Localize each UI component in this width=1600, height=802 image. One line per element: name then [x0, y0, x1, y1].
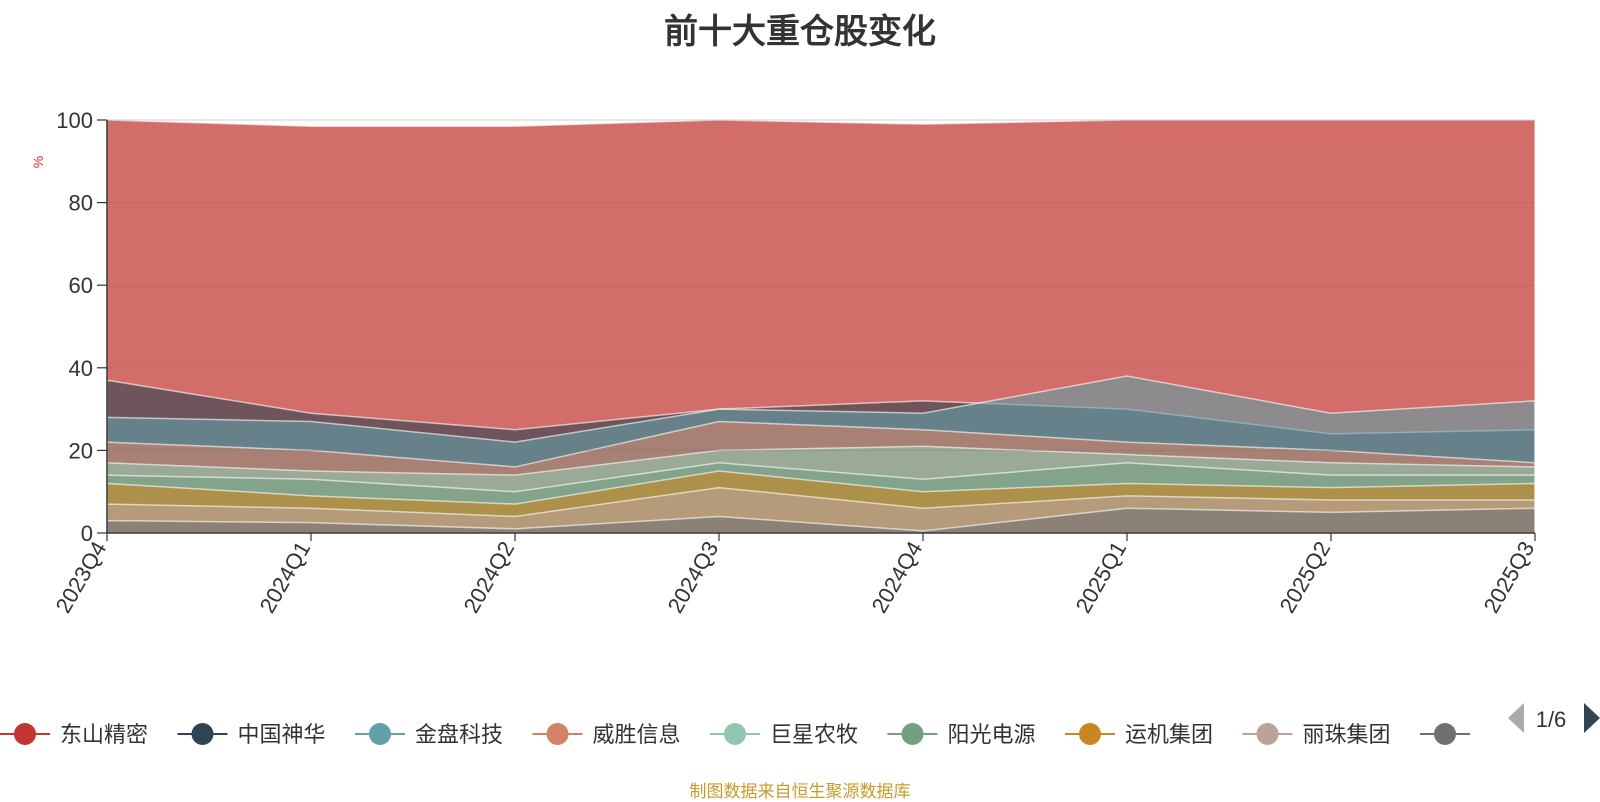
chart-title: 前十大重仓股变化	[664, 12, 936, 52]
grid-lines	[107, 119, 1535, 451]
legend-label: 中国神华	[238, 722, 326, 747]
legend-item-4[interactable]: 巨星农牧	[710, 722, 858, 747]
x-tick-label-6: 2025Q2	[1275, 537, 1336, 617]
legend-item-7[interactable]: 丽珠集团	[1242, 722, 1391, 747]
legend-marker-icon	[14, 723, 36, 745]
legend-label: 丽珠集团	[1303, 722, 1391, 747]
legend-item-0[interactable]: 东山精密	[0, 722, 148, 747]
legend-label: 巨星农牧	[770, 722, 858, 747]
y-tick-label-3: 60	[69, 273, 93, 298]
legend-item-3[interactable]: 威胜信息	[532, 722, 681, 747]
legend-item-5[interactable]: 阳光电源	[887, 722, 1036, 747]
legend-label: 阳光电源	[948, 722, 1036, 747]
x-tick-label-3: 2024Q3	[663, 537, 724, 617]
legend-marker-icon	[369, 723, 391, 745]
legend-label: 运机集团	[1125, 722, 1213, 747]
legend-marker-icon	[901, 723, 924, 745]
legend-marker-icon	[191, 723, 214, 745]
legend-prev-page-icon[interactable]	[1508, 703, 1524, 733]
source-footnote: 制图数据来自恒生聚源数据库	[689, 782, 911, 802]
legend-item-8[interactable]	[1420, 723, 1470, 745]
legend-page-indicator: 1/6	[1536, 707, 1567, 732]
legend-marker-icon	[1079, 723, 1101, 745]
y-tick-label-2: 40	[69, 356, 93, 381]
y-tick-label-1: 20	[69, 438, 93, 463]
legend-pager: 1/6	[1508, 703, 1600, 733]
x-tick-label-1: 2024Q1	[255, 537, 316, 617]
legend-label: 金盘科技	[415, 722, 503, 747]
legend-marker-icon	[1256, 723, 1279, 745]
legend-label: 东山精密	[60, 722, 148, 747]
y-tick-label-4: 80	[69, 191, 93, 216]
legend-marker-icon	[1434, 723, 1456, 745]
x-tick-label-7: 2025Q3	[1479, 537, 1540, 617]
legend-item-1[interactable]: 中国神华	[177, 722, 326, 747]
legend-marker-icon	[546, 723, 569, 745]
y-tick-label-0: 0	[81, 521, 93, 546]
x-tick-label-2: 2024Q2	[459, 537, 520, 617]
y-axis-label: %	[30, 156, 46, 168]
legend-marker-icon	[724, 723, 746, 745]
legend-next-page-icon[interactable]	[1584, 703, 1600, 733]
y-tick-label-5: 100	[56, 108, 93, 133]
legend-item-6[interactable]: 运机集团	[1065, 722, 1213, 747]
x-tick-label-4: 2024Q4	[867, 537, 928, 617]
legend-label: 威胜信息	[593, 722, 681, 747]
legend-item-2[interactable]: 金盘科技	[355, 722, 503, 747]
series-areas	[106, 119, 1536, 534]
x-tick-label-5: 2025Q1	[1071, 537, 1132, 617]
series-area-8	[106, 507, 1536, 534]
legend: 东山精密 中国神华 金盘科技 威胜信息 巨星农牧 阳光电源 运机集团 丽珠集团	[0, 722, 1470, 747]
x-tick-label-0: 2023Q4	[51, 537, 112, 617]
